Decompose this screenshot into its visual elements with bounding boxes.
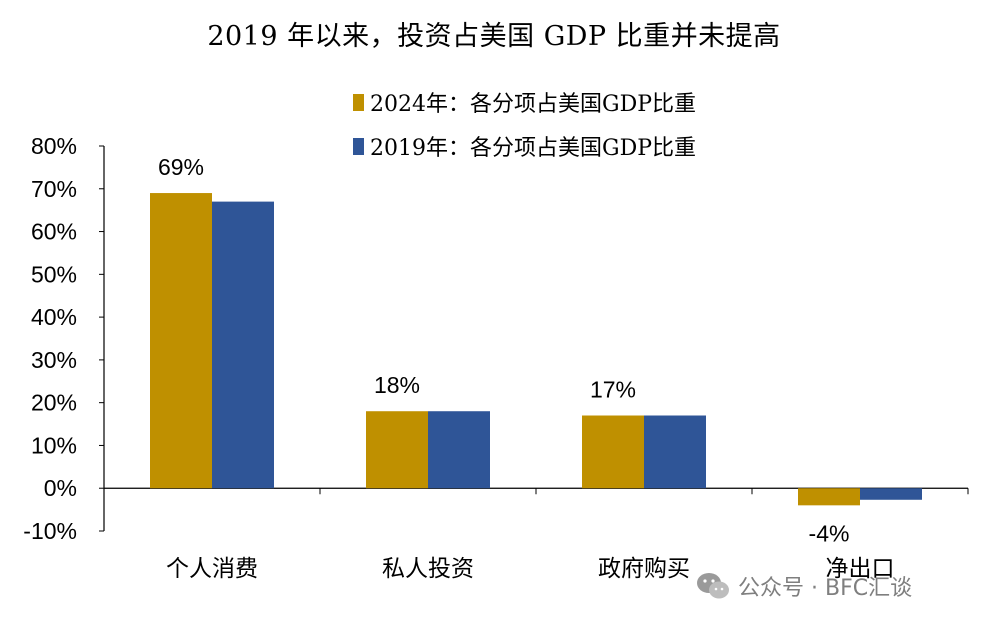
watermark-text: 公众号 · BFC汇谈 — [738, 576, 913, 601]
y-tick-label: 70% — [31, 176, 77, 202]
data-label: 17% — [590, 377, 636, 403]
y-tick-label: 60% — [31, 219, 77, 245]
x-category-label: 个人消费 — [166, 556, 258, 582]
x-category-label: 政府购买 — [598, 556, 690, 582]
data-label: -4% — [809, 520, 850, 546]
legend-label-2024: 2024年：各分项占美国GDP比重 — [370, 92, 697, 117]
bar-2024-3 — [798, 488, 860, 506]
legend-item-2024: 2024年：各分项占美国GDP比重 — [353, 80, 696, 124]
legend: 2024年：各分项占美国GDP比重 2019年：各分项占美国GDP比重 — [353, 80, 696, 168]
legend-swatch-2024 — [353, 93, 364, 111]
data-label: 69% — [158, 154, 204, 180]
y-tick-label: 50% — [31, 261, 77, 287]
bar-2019-2 — [644, 415, 706, 489]
data-label: 18% — [374, 372, 420, 398]
y-tick-label: 20% — [31, 390, 77, 416]
wechat-icon — [697, 573, 729, 599]
bar-2024-0 — [150, 193, 212, 489]
bar-2024-2 — [582, 415, 644, 489]
y-tick-label: 0% — [44, 475, 77, 501]
y-tick-label: 80% — [31, 133, 77, 159]
y-tick-label: 40% — [31, 304, 77, 330]
bar-2019-1 — [428, 411, 490, 489]
bar-2024-1 — [366, 411, 428, 489]
legend-item-2019: 2019年：各分项占美国GDP比重 — [353, 124, 696, 168]
chart-title: 2019 年以来，投资占美国 GDP 比重并未提高 — [207, 21, 781, 52]
watermark: 公众号 · BFC汇谈 — [696, 570, 912, 602]
y-tick-label: 30% — [31, 347, 77, 373]
x-category-label: 私人投资 — [382, 556, 474, 582]
legend-swatch-2019 — [353, 137, 364, 155]
x-category-label: 净出口 — [826, 556, 895, 582]
y-tick-label: -10% — [23, 518, 77, 544]
bar-2019-3 — [860, 488, 922, 500]
bar-2019-0 — [212, 201, 274, 489]
legend-label-2019: 2019年：各分项占美国GDP比重 — [370, 136, 697, 161]
y-tick-label: 10% — [31, 432, 77, 458]
